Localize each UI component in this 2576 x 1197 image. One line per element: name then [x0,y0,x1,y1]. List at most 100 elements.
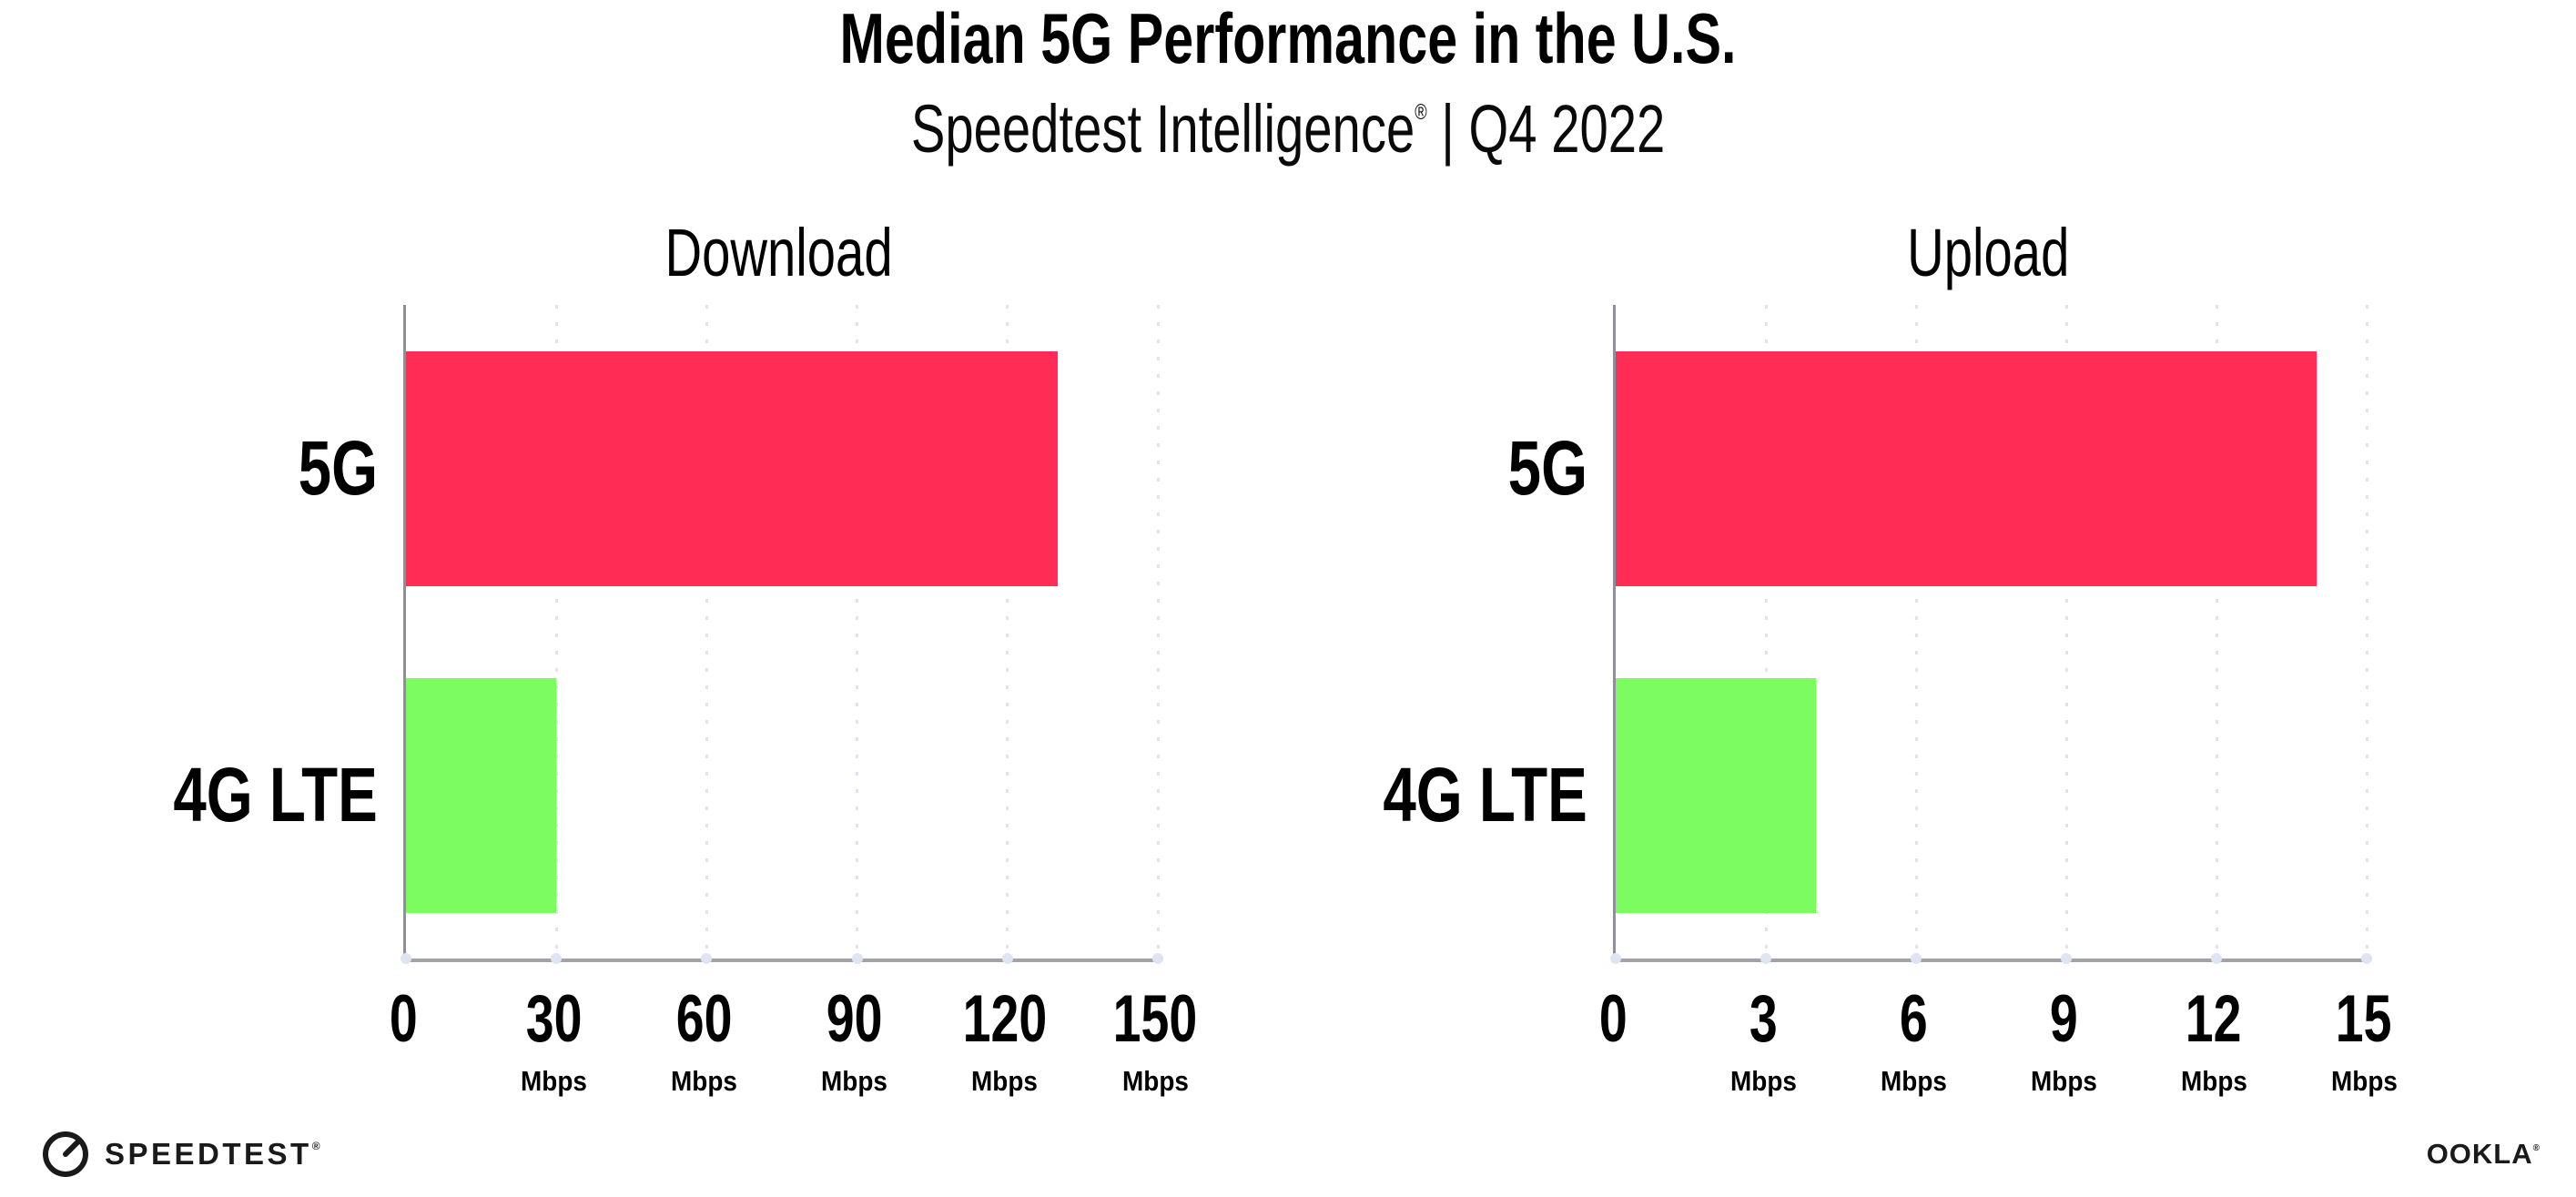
x-tick-3: 3 Mbps [1645,986,1881,1095]
x-tick-unit-text: Mbps [2330,1065,2398,1097]
bar-4g-lte [1616,677,1816,913]
x-tick-value-text: 6 [1899,982,1928,1056]
x-tick-unit: Mbps [736,1067,973,1095]
x-tick-0: 0 [1495,986,1731,1052]
gridline [1764,305,1768,959]
subtitle-brand: Speedtest Intelligence [910,91,1415,167]
page-subtitle: Speedtest Intelligence® | Q4 2022 [0,75,2576,167]
x-tick-unit: Mbps [435,1067,672,1095]
registered-mark-icon: ® [1415,100,1427,125]
x-tick-value: 30 [435,986,672,1052]
x-tick-unit-text: Mbps [1729,1065,1797,1097]
page-title: Median 5G Performance in the U.S. [0,0,2576,76]
chart-title-text: Download [664,215,894,290]
gridline [2064,305,2068,959]
x-tick-15: 15 Mbps [2246,986,2482,1095]
axis-tick-dot [1760,953,1771,964]
axis-tick-dot [1610,953,1621,964]
x-tick-unit: Mbps [887,1067,1123,1095]
x-tick-value: 0 [1495,986,1731,1052]
speedtest-wordmark-text: SPEEDTEST [105,1137,312,1171]
category-label-5g: 5G [1132,305,1587,632]
bar-5g [406,350,1058,586]
plot-area-upload [1610,305,2372,964]
axis-tick-dot [401,953,411,964]
x-tick-unit: Mbps [1795,1067,2032,1095]
x-tick-value-text: 12 [2186,982,2242,1056]
x-tick-value-text: 9 [2049,982,2078,1056]
x-tick-unit-text: Mbps [2180,1065,2247,1097]
gridline [705,305,708,959]
gauge-icon [43,1131,88,1177]
speedtest-logo: SPEEDTEST® [40,1129,320,1180]
plot-area-download [401,305,1163,964]
ookla-wordmark-text: OOKLA [2426,1138,2533,1170]
x-tick-value: 0 [285,986,522,1052]
x-tick-unit: Mbps [1037,1067,1273,1095]
gridline [2215,305,2218,959]
x-tick-value-text: 60 [675,982,733,1056]
axis-tick-dot [1911,953,1922,964]
x-tick-60: 60 Mbps [585,986,822,1095]
x-tick-value-text: 150 [1112,982,1198,1056]
speedtest-registered-mark-icon: ® [311,1140,320,1152]
x-tick-value: 12 [2095,986,2332,1052]
x-tick-value: 15 [2246,986,2482,1052]
bar-4g-lte [406,677,557,913]
x-tick-value-text: 90 [826,982,883,1056]
x-tick-value-text: 0 [1598,982,1628,1056]
category-label-text: 4G LTE [1383,752,1587,837]
chart-title-download: Download [403,217,1155,289]
x-tick-value: 90 [736,986,973,1052]
page-title-text: Median 5G Performance in the U.S. [839,0,1737,78]
x-tick-9: 9 Mbps [1945,986,2182,1095]
x-tick-12: 12 Mbps [2095,986,2332,1095]
x-tick-value: 9 [1945,986,2182,1052]
x-tick-unit-text: Mbps [520,1065,587,1097]
x-tick-120: 120 Mbps [887,986,1123,1095]
ookla-registered-mark-icon: ® [2532,1143,2540,1153]
x-tick-unit-text: Mbps [2030,1065,2097,1097]
gridline [1156,305,1160,959]
x-tick-unit-text: Mbps [1880,1065,1947,1097]
axis-tick-dot [2061,953,2072,964]
category-label-text: 5G [1507,425,1587,511]
category-label-5g: 5G [0,305,378,632]
x-tick-value: 120 [887,986,1123,1052]
category-label-4g-lte: 4G LTE [1132,632,1587,959]
x-tick-value: 3 [1645,986,1881,1052]
axis-tick-dot [851,953,863,964]
gridline [1006,305,1009,959]
x-tick-value-text: 0 [389,982,418,1056]
category-label-text: 5G [298,425,378,511]
ookla-logo: OOKLA® [2427,1138,2540,1171]
x-tick-value: 60 [585,986,822,1052]
x-tick-value-text: 120 [962,982,1048,1056]
chart-title-text: Upload [1907,215,2070,290]
chart-title-upload: Upload [1613,217,2364,289]
x-tick-unit-text: Mbps [821,1065,888,1097]
gridline [856,305,859,959]
x-tick-90: 90 Mbps [736,986,973,1095]
x-tick-value: 6 [1795,986,2032,1052]
gridline [2365,305,2368,959]
speedtest-wordmark: SPEEDTEST® [105,1137,320,1172]
subtitle-period: | Q4 2022 [1426,91,1666,167]
axis-tick-dot [701,953,713,964]
bar-5g [1616,350,2317,586]
x-tick-unit-text: Mbps [670,1065,737,1097]
category-label-text: 4G LTE [173,752,378,837]
x-tick-unit: Mbps [2095,1067,2332,1095]
x-tick-150: 150 Mbps [1037,986,1273,1095]
gridline [1914,305,1918,959]
axis-tick-dot [2211,953,2222,964]
x-tick-value-text: 30 [525,982,583,1056]
x-tick-value: 150 [1037,986,1273,1052]
x-tick-30: 30 Mbps [435,986,672,1095]
page-subtitle-text: Speedtest Intelligence® | Q4 2022 [911,75,1665,167]
category-label-4g-lte: 4G LTE [0,632,378,959]
x-tick-unit: Mbps [1945,1067,2182,1095]
x-tick-unit: Mbps [1645,1067,1881,1095]
axis-tick-dot [551,953,563,964]
